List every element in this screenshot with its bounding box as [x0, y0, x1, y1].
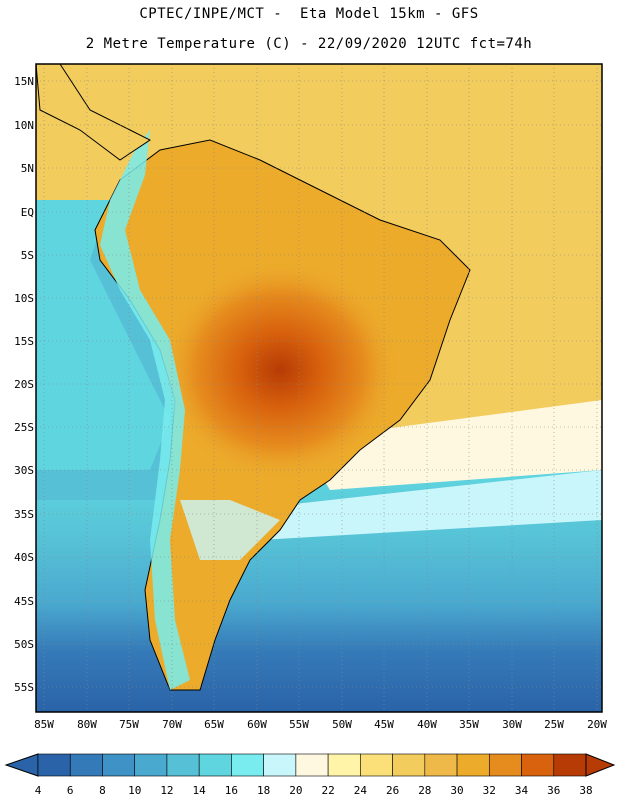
lon-label: 70W [162, 718, 182, 731]
colorbar-swatch [231, 753, 264, 777]
map-frame [35, 63, 603, 713]
graticule [36, 64, 602, 712]
colorbar-label: 30 [450, 784, 464, 797]
colorbar-swatch [69, 753, 103, 777]
colorbar-swatch [327, 753, 361, 777]
lat-label: 15N [14, 75, 34, 88]
colorbar-label: 26 [385, 784, 400, 797]
colorbar-label: 14 [192, 784, 206, 797]
lat-label: 35S [14, 508, 34, 521]
lat-label: 55S [14, 681, 34, 694]
colorbar-label: 20 [289, 784, 303, 797]
lon-label: 25W [544, 718, 564, 731]
colorbar-label: 22 [321, 784, 335, 797]
lat-label: 50S [14, 638, 34, 651]
colorbar-right-arrow [585, 753, 616, 777]
lon-label: 20W [587, 718, 607, 731]
colorbar-label: 24 [353, 784, 367, 797]
lat-label: 10N [14, 119, 34, 132]
lon-label: 50W [332, 718, 352, 731]
colorbar-label: 38 [579, 784, 593, 797]
colorbar-label: 4 [34, 784, 42, 797]
colorbar-swatch [37, 753, 71, 777]
colorbar-label: 18 [257, 784, 271, 797]
colorbar-label: 10 [128, 784, 142, 797]
colorbar-swatch [456, 753, 490, 777]
lon-label: 65W [204, 718, 224, 731]
colorbar-label: 6 [66, 784, 74, 797]
colorbar-swatch [198, 753, 232, 777]
lat-label: 20S [14, 378, 34, 391]
map-title: CPTEC/INPE/MCT - Eta Model 15km - GFS [139, 6, 479, 22]
colorbar-swatch [263, 753, 297, 777]
lat-label: EQ [20, 206, 34, 219]
lat-label: 15S [14, 335, 34, 348]
hot-core [160, 260, 400, 480]
map-subtitle: 2 Metre Temperature (C) - 22/09/2020 12U… [85, 36, 533, 52]
colorbar-swatch [134, 753, 168, 777]
colorbar-swatch [102, 753, 136, 777]
colorbar-label: 8 [99, 784, 106, 797]
andes-cool [100, 130, 190, 690]
lon-label: 45W [374, 718, 394, 731]
colorbar [4, 753, 616, 777]
lon-label: 60W [247, 718, 267, 731]
colorbar-swatch [424, 753, 458, 777]
lat-label: 10S [14, 292, 34, 305]
colorbar-label: 28 [418, 784, 432, 797]
colorbar-swatch [166, 753, 200, 777]
colorbar-label: 12 [160, 784, 174, 797]
lat-label: 45S [14, 595, 34, 608]
lat-label: 5S [20, 249, 34, 262]
colorbar-label: 36 [547, 784, 561, 797]
lon-label: 80W [77, 718, 97, 731]
colorbar-label: 34 [514, 784, 529, 797]
colorbar-swatch [521, 753, 555, 777]
colorbar-label: 32 [482, 784, 496, 797]
lat-label: 30S [14, 464, 34, 477]
colorbar-label: 16 [224, 784, 239, 797]
lon-label: 40W [417, 718, 437, 731]
lon-label: 30W [502, 718, 522, 731]
lat-label: 5N [20, 162, 34, 175]
lon-label: 75W [119, 718, 139, 731]
colorbar-swatch [360, 753, 393, 777]
colorbar-swatch [295, 753, 329, 777]
lat-label: 25S [14, 421, 34, 434]
lon-label: 55W [289, 718, 309, 731]
pale-band [300, 400, 602, 490]
colorbar-swatch [488, 753, 522, 777]
lon-label: 35W [459, 718, 479, 731]
lon-label: 85W [34, 718, 54, 731]
colorbar-swatch [392, 753, 426, 777]
colorbar-swatch [553, 753, 587, 777]
lat-label: 40S [14, 551, 34, 564]
colorbar-left-arrow [4, 753, 39, 777]
